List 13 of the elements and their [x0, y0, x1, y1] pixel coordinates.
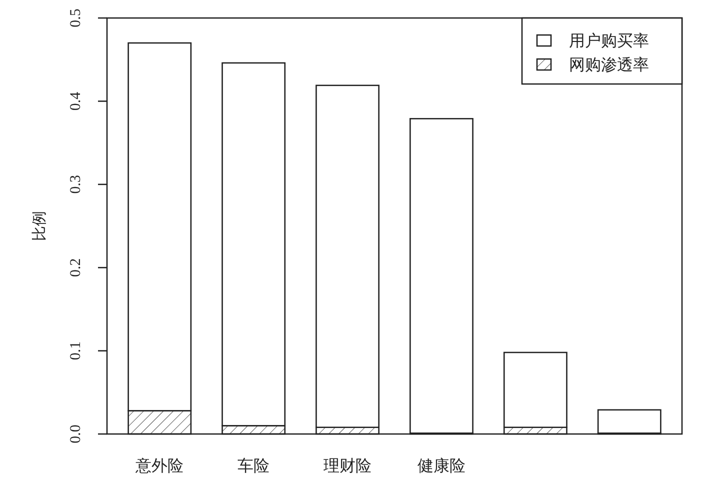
legend-label: 网购渗透率 — [569, 56, 649, 74]
x-tick-label: 健康险 — [417, 457, 466, 475]
y-tick-label: 0.2 — [68, 258, 84, 277]
y-tick-label: 0.4 — [68, 91, 84, 111]
x-tick-label: 意外险 — [134, 457, 184, 475]
y-tick-label: 0.1 — [68, 341, 84, 360]
y-tick-label: 0.5 — [68, 8, 84, 28]
y-tick-label: 0.0 — [68, 424, 84, 444]
y-axis-title: 比例 — [31, 211, 48, 241]
legend-label: 用户购买率 — [569, 32, 649, 50]
y-tick-label: 0.3 — [68, 175, 84, 194]
x-tick-label: 理财险 — [324, 457, 372, 475]
x-tick-label: 车险 — [238, 457, 270, 475]
